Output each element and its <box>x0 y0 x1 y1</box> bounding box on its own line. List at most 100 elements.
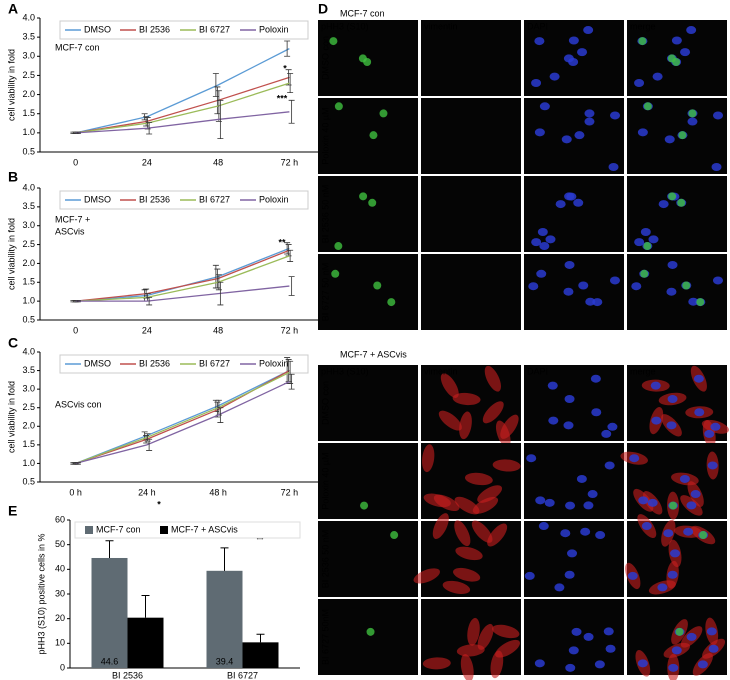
vimentin-cell <box>453 567 481 582</box>
cells <box>438 365 519 448</box>
nucleus <box>585 297 596 306</box>
vimentin-cell <box>467 617 480 646</box>
y-tick-label: 1.5 <box>22 439 35 449</box>
legend-swatch <box>85 526 93 534</box>
row-label: BI 2536 50 nM <box>320 530 330 589</box>
nucleus <box>686 501 697 510</box>
legend-swatch <box>160 526 168 534</box>
cells <box>422 617 520 680</box>
nucleus <box>634 238 645 247</box>
x-tick-label: 72 h <box>281 157 299 167</box>
nucleus <box>545 235 556 244</box>
vimentin-cell <box>452 392 481 406</box>
error-bar <box>220 547 229 571</box>
x-tick-label: 24 <box>142 157 152 167</box>
error-bar <box>256 633 265 643</box>
nucleus <box>697 660 708 669</box>
column-label: merge <box>630 366 656 376</box>
nucleus <box>555 200 566 209</box>
value-label: 39.4 <box>216 656 234 666</box>
nucleus <box>638 496 649 505</box>
nucleus <box>554 583 565 592</box>
phh3-cell <box>368 198 377 207</box>
nucleus <box>712 276 723 285</box>
nucleus <box>549 72 560 81</box>
vimentin-cell <box>492 459 521 472</box>
nucleus <box>666 287 677 296</box>
nucleus <box>609 276 620 285</box>
nucleus <box>640 228 651 237</box>
x-tick-label: 48 h <box>209 487 227 497</box>
cells <box>334 192 377 251</box>
nucleus <box>652 72 663 81</box>
nucleus <box>583 26 594 35</box>
nucleus <box>528 282 539 291</box>
micrograph <box>318 176 418 252</box>
y-tick-label: 0.5 <box>22 314 35 324</box>
phh3-cell <box>390 531 399 540</box>
y-tick-label: 1.0 <box>22 127 35 137</box>
nucleus <box>564 570 575 579</box>
nucleus <box>568 646 579 655</box>
error-bar <box>288 99 295 124</box>
legend-label: BI 2536 <box>139 358 170 368</box>
cells <box>531 26 594 88</box>
error-bar <box>217 281 224 306</box>
group-title: MCF-7 + ASCvis <box>340 349 407 359</box>
vimentin-cell <box>454 520 471 547</box>
cells <box>360 501 369 510</box>
x-tick-label: 48 <box>213 325 223 335</box>
micrograph <box>524 365 624 441</box>
nucleus <box>524 571 535 580</box>
micrograph <box>421 254 521 330</box>
nucleus <box>534 37 545 46</box>
nucleus <box>526 454 537 463</box>
legend-label: BI 6727 <box>199 194 230 204</box>
annotation: MCF-7 + <box>55 214 90 224</box>
cells <box>366 627 375 636</box>
vimentin-cell <box>459 411 472 440</box>
nucleus <box>578 281 589 290</box>
nucleus <box>658 200 669 209</box>
phh3-cell <box>643 102 652 111</box>
cells <box>528 260 620 307</box>
nucleus <box>565 663 576 672</box>
line <box>75 249 290 302</box>
y-tick-label: 2.5 <box>22 239 35 249</box>
phh3-cell <box>373 281 382 290</box>
error-bar <box>214 401 221 418</box>
nucleus <box>711 163 722 172</box>
vimentin-cell <box>482 401 504 424</box>
vimentin-cell <box>422 444 435 473</box>
phh3-cell <box>359 192 368 201</box>
legend-label: BI 6727 <box>199 358 230 368</box>
nucleus <box>538 522 549 531</box>
error-bar <box>288 276 295 296</box>
legend-label: DMSO <box>84 24 111 34</box>
y-tick-label: 4.0 <box>22 12 35 22</box>
nucleus <box>534 659 545 668</box>
y-tick-label: 20 <box>55 613 65 623</box>
y-tick-label: 3.0 <box>22 220 35 230</box>
y-tick-label: 40 <box>55 564 65 574</box>
line <box>75 381 290 465</box>
nucleus <box>708 644 719 653</box>
y-tick-label: 3.5 <box>22 365 35 375</box>
micrograph <box>318 365 418 441</box>
nucleus <box>537 228 548 237</box>
nucleus <box>680 48 691 57</box>
phh3-cell <box>638 37 647 46</box>
nucleus <box>565 501 576 510</box>
nucleus <box>603 627 614 636</box>
y-tick-label: 0.5 <box>22 146 35 156</box>
nucleus <box>664 135 675 144</box>
significance: * <box>283 63 287 73</box>
y-axis-label: cell viability in fold <box>6 381 16 453</box>
y-tick-label: 4.0 <box>22 346 35 356</box>
nucleus <box>686 632 697 641</box>
nucleus <box>571 627 582 636</box>
nucleus <box>539 102 550 111</box>
legend-label: DMSO <box>84 358 111 368</box>
cells <box>531 192 584 251</box>
phh3-cell <box>358 54 367 63</box>
